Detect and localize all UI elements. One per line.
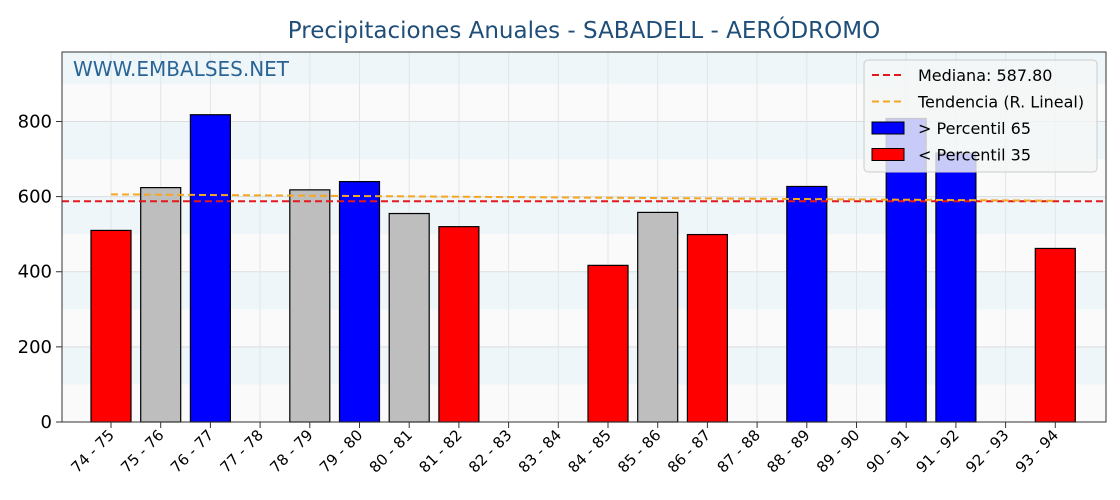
trend-line	[110, 193, 1056, 202]
legend-box	[863, 59, 1098, 173]
x-tick-label: 88 - 89	[763, 426, 813, 476]
x-tick-label: 76 - 77	[167, 426, 217, 476]
x-tick-label: 93 - 94	[1012, 426, 1062, 476]
background-band	[62, 196, 1106, 235]
bar-85-86	[637, 211, 679, 423]
background-band	[62, 309, 1106, 347]
legend: Mediana: 587.80 Tendencia (R. Lineal) > Pe…	[863, 59, 1098, 173]
x-tick-label: 78 - 79	[266, 426, 316, 476]
bar-91-92	[935, 152, 977, 423]
legend-swatch-box	[871, 148, 905, 161]
legend-label: Mediana: 587.80	[918, 66, 1052, 85]
bar-74-75	[90, 229, 132, 423]
x-axis: 74 - 75 75 - 76 76 - 77 77 - 78 78 - 79 79 - …	[68, 422, 1062, 476]
bar-93-94	[1034, 247, 1076, 423]
bar-81-82	[438, 226, 480, 423]
x-tick-label: 77 - 78	[217, 426, 267, 476]
background-band	[62, 384, 1106, 422]
y-tick-label: 200	[18, 337, 52, 358]
plot-frame	[61, 51, 1107, 423]
x-tick-label: 91 - 92	[912, 426, 962, 476]
x-tick-label: 92 - 93	[962, 426, 1012, 476]
y-tick-label: 400	[18, 262, 52, 283]
x-tick-label: 84 - 85	[565, 426, 615, 476]
bar-78-79	[289, 189, 331, 423]
bar-75-76	[140, 187, 182, 423]
chart-title: Precipitaciones Anuales - SABADELL - AER…	[288, 16, 880, 44]
bar-86-87	[686, 233, 729, 423]
x-tick-label: 81 - 82	[415, 426, 465, 476]
x-tick-label: 85 - 86	[614, 426, 664, 476]
x-tick-label: 83 - 84	[515, 426, 565, 476]
bar-84-85	[587, 264, 629, 423]
background-band	[62, 346, 1106, 385]
x-tick-label: 79 - 80	[316, 426, 366, 476]
x-tick-label: 89 - 90	[813, 426, 863, 476]
legend-swatch-box	[871, 121, 905, 135]
y-tick-label: 600	[18, 187, 52, 208]
x-tick-label: 80 - 81	[366, 426, 416, 476]
y-tick-label: 800	[18, 111, 52, 132]
x-tick-label: 87 - 88	[714, 426, 764, 476]
bar-76-77	[189, 114, 231, 423]
background-band	[62, 271, 1106, 310]
legend-label: > Percentil 65	[918, 119, 1031, 138]
x-tick-label: 86 - 87	[664, 426, 714, 476]
legend-label: < Percentil 35	[918, 146, 1031, 165]
background-bands	[62, 52, 1106, 422]
watermark: WWW.EMBALSES.NET	[73, 57, 290, 81]
x-tick-label: 75 - 76	[117, 426, 167, 476]
bar-80-81	[388, 212, 430, 423]
x-tick-label: 82 - 83	[465, 426, 515, 476]
reference-lines	[62, 193, 1106, 203]
y-tick-label: 0	[41, 412, 52, 433]
bar-88-89	[786, 185, 828, 423]
y-axis: 0 200 400 600 800	[18, 111, 62, 433]
bars	[90, 114, 1076, 423]
x-tick-label: 74 - 75	[68, 426, 118, 476]
legend-label: Tendencia (R. Lineal)	[917, 93, 1084, 112]
x-tick-label: 90 - 91	[863, 426, 913, 476]
background-band	[62, 234, 1106, 272]
bar-79-80	[338, 180, 381, 423]
